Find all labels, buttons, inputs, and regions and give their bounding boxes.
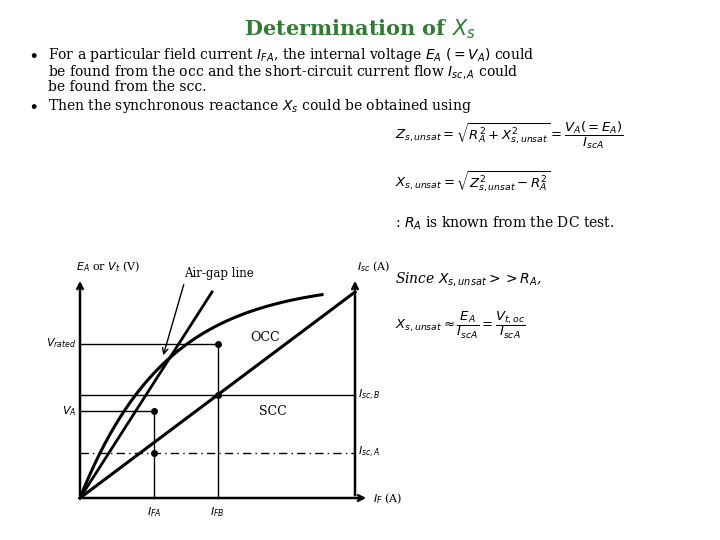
Text: be found from the occ and the short-circuit current flow $I_{sc,A}$ could: be found from the occ and the short-circ… <box>48 63 518 81</box>
Text: $I_{sc,B}$: $I_{sc,B}$ <box>358 388 380 402</box>
Text: For a particular field current $I_{FA}$, the internal voltage $E_A$ $(=V_A)$ cou: For a particular field current $I_{FA}$,… <box>48 46 534 64</box>
Text: : $R_A$ is known from the DC test.: : $R_A$ is known from the DC test. <box>395 215 615 232</box>
Text: be found from the scc.: be found from the scc. <box>48 80 207 94</box>
Text: Then the synchronous reactance $X_s$ could be obtained using: Then the synchronous reactance $X_s$ cou… <box>48 97 472 115</box>
Text: $I_{FA}$: $I_{FA}$ <box>147 505 161 519</box>
Text: Determination of $X_s$: Determination of $X_s$ <box>244 17 476 40</box>
Text: $I_{sc}$ (A): $I_{sc}$ (A) <box>357 259 390 274</box>
Text: Air-gap line: Air-gap line <box>184 267 254 280</box>
Text: $V_{rated}$: $V_{rated}$ <box>45 336 76 350</box>
Text: OCC: OCC <box>251 331 280 344</box>
Text: $E_A$ or $V_t$ (V): $E_A$ or $V_t$ (V) <box>76 259 140 274</box>
Text: $\bullet$: $\bullet$ <box>28 46 37 63</box>
Text: Since $X_{s,unsat}$$>>$$R_A$,: Since $X_{s,unsat}$$>>$$R_A$, <box>395 270 541 288</box>
Text: $\bullet$: $\bullet$ <box>28 97 37 114</box>
Text: $I_F$ (A): $I_F$ (A) <box>373 492 402 507</box>
Text: $I_{sc, A}$: $I_{sc, A}$ <box>358 445 380 460</box>
Text: $X_{s,unsat} = \sqrt{Z_{s,unsat}^2 - R_A^2}$: $X_{s,unsat} = \sqrt{Z_{s,unsat}^2 - R_A… <box>395 170 550 195</box>
Text: $V_A$: $V_A$ <box>62 404 76 418</box>
Text: $X_{s,unsat} \approx \dfrac{E_A}{I_{scA}} = \dfrac{V_{t,oc}}{I_{scA}}$: $X_{s,unsat} \approx \dfrac{E_A}{I_{scA}… <box>395 310 526 341</box>
Text: SCC: SCC <box>258 405 287 418</box>
Text: $Z_{s,unsat} = \sqrt{R_A^2 + X_{s,unsat}^2} = \dfrac{V_A({\rm =}E_A)}{I_{scA}}$: $Z_{s,unsat} = \sqrt{R_A^2 + X_{s,unsat}… <box>395 120 624 151</box>
Text: $I_{FB}$: $I_{FB}$ <box>210 505 225 519</box>
